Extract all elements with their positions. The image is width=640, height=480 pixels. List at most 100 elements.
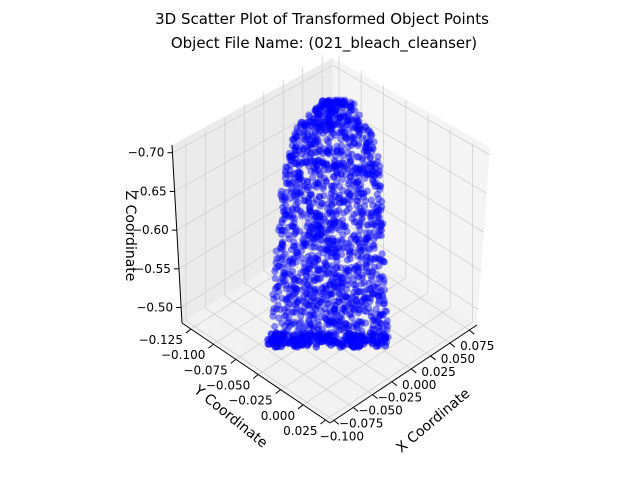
data-point <box>328 109 336 117</box>
data-point <box>345 300 353 308</box>
data-point <box>334 110 342 118</box>
data-point <box>364 294 372 302</box>
data-point <box>332 152 340 161</box>
data-point <box>275 314 283 322</box>
data-point <box>368 267 376 275</box>
data-point <box>306 207 315 215</box>
data-point <box>310 294 318 302</box>
data-point <box>350 211 358 219</box>
data-point <box>377 182 385 190</box>
data-point <box>334 118 343 126</box>
data-point <box>307 311 315 319</box>
data-point <box>329 173 338 181</box>
data-point <box>318 222 326 230</box>
data-point <box>332 252 340 260</box>
data-point <box>298 297 307 305</box>
data-point <box>315 230 323 238</box>
data-point <box>280 312 288 320</box>
data-point <box>378 203 386 211</box>
data-point <box>303 130 311 138</box>
data-point <box>315 264 323 272</box>
data-point <box>307 191 315 199</box>
data-point <box>324 112 332 121</box>
data-point <box>296 128 304 136</box>
data-point <box>318 200 326 208</box>
data-point <box>366 153 374 161</box>
data-point <box>280 196 289 204</box>
y-tick-label: −0.075 <box>183 363 227 377</box>
data-point <box>349 232 357 240</box>
data-point <box>322 217 330 225</box>
data-point <box>361 293 369 301</box>
data-point <box>316 274 324 282</box>
data-point <box>330 161 338 169</box>
x-tick-mark <box>449 342 456 348</box>
data-point <box>320 166 328 174</box>
data-point <box>339 104 347 112</box>
x-tick-mark <box>372 394 378 400</box>
data-point <box>314 221 322 229</box>
data-point <box>352 285 360 293</box>
data-point <box>319 157 327 165</box>
data-point <box>352 235 360 244</box>
data-point <box>355 261 363 269</box>
data-point <box>338 197 347 205</box>
data-point <box>360 164 368 172</box>
data-point <box>361 238 369 246</box>
data-point <box>293 159 301 168</box>
data-point <box>373 270 381 278</box>
data-point <box>375 227 383 235</box>
y-tick-mark <box>320 419 326 425</box>
data-point <box>345 204 353 212</box>
grid-lines <box>172 55 490 421</box>
data-point <box>316 230 324 238</box>
data-point <box>341 98 349 106</box>
data-point <box>283 294 291 303</box>
data-point <box>309 234 317 242</box>
data-point <box>319 107 327 115</box>
data-point <box>354 268 362 276</box>
data-point <box>279 203 287 211</box>
data-point <box>378 197 386 205</box>
data-point <box>303 186 311 194</box>
data-point <box>289 154 297 162</box>
data-point <box>321 282 329 290</box>
data-point <box>375 195 383 203</box>
data-point <box>305 162 313 170</box>
data-point <box>289 308 297 316</box>
data-point <box>342 101 350 109</box>
data-point <box>331 162 339 170</box>
data-point <box>314 165 323 174</box>
data-point <box>314 256 322 264</box>
data-point <box>348 214 356 222</box>
data-point <box>339 151 347 159</box>
data-point <box>293 242 301 250</box>
data-point <box>285 212 293 221</box>
data-point <box>377 273 385 281</box>
data-point <box>323 99 331 107</box>
data-point <box>351 122 359 130</box>
data-point <box>288 221 296 229</box>
data-point <box>281 174 289 182</box>
data-point <box>324 300 332 308</box>
data-point <box>352 218 360 226</box>
data-point <box>377 310 385 319</box>
data-point <box>377 221 385 229</box>
data-point <box>322 100 330 108</box>
data-point <box>304 146 312 154</box>
data-point <box>326 219 334 227</box>
data-point <box>322 177 330 185</box>
data-point <box>339 100 347 108</box>
data-point <box>314 332 323 340</box>
data-point <box>298 254 306 262</box>
data-point <box>279 332 287 341</box>
data-point <box>295 296 303 304</box>
data-point <box>284 179 292 187</box>
data-point <box>378 291 386 299</box>
data-point <box>331 162 339 170</box>
data-point <box>325 270 333 278</box>
data-point <box>310 274 318 282</box>
data-point <box>280 193 288 201</box>
data-point <box>301 136 309 144</box>
data-point <box>306 262 314 270</box>
